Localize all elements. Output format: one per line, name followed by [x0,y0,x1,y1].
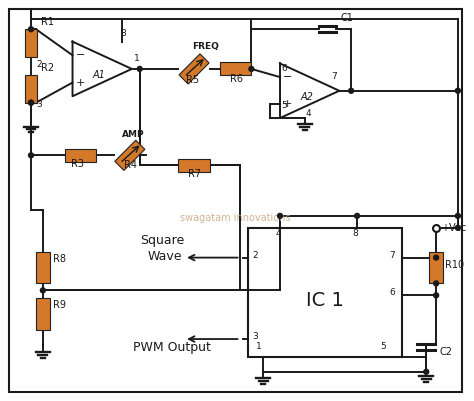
Text: R2: R2 [41,63,54,73]
Text: 4: 4 [306,109,311,118]
Text: R4: R4 [124,160,137,170]
Bar [115,140,145,170]
Circle shape [456,213,460,219]
Text: R8: R8 [53,253,66,263]
Text: 3: 3 [36,100,42,109]
Bar [64,149,96,162]
Text: −: − [76,50,85,60]
Circle shape [28,100,34,105]
Text: A1: A1 [93,70,106,80]
Circle shape [28,153,34,158]
Bar [179,54,209,84]
Text: 1: 1 [134,54,139,63]
Bar [36,298,50,330]
Text: 6: 6 [390,288,395,297]
Circle shape [249,67,254,71]
Text: 5: 5 [380,342,385,351]
Text: A2: A2 [300,92,313,102]
Text: −: − [283,72,292,82]
Text: 1: 1 [256,342,262,351]
Text: 2: 2 [252,251,258,259]
Text: R1: R1 [41,17,54,27]
Text: IC 1: IC 1 [306,291,344,310]
Circle shape [456,88,460,93]
Bar [220,63,251,75]
Bar [25,29,37,57]
Text: +: + [283,99,292,109]
Text: PWM Output: PWM Output [133,341,210,354]
Text: Square: Square [140,234,184,247]
Circle shape [40,288,46,293]
Circle shape [434,281,438,286]
Circle shape [278,213,283,219]
Text: R3: R3 [71,159,83,169]
Bar [248,228,401,357]
Text: C1: C1 [340,13,353,23]
Circle shape [355,213,360,219]
Circle shape [424,369,428,374]
Circle shape [434,255,438,260]
Text: 7: 7 [390,251,395,259]
Text: swagatam innovations: swagatam innovations [180,213,291,223]
Text: +: + [76,77,85,87]
Text: 4: 4 [276,229,282,238]
Text: Wave: Wave [147,249,182,263]
Bar [178,159,210,172]
Text: 5: 5 [281,101,287,110]
Bar [429,252,443,284]
Bar [36,252,50,284]
Text: R10: R10 [445,259,464,269]
Circle shape [28,27,34,32]
Text: FREQ: FREQ [192,42,219,51]
Text: 7: 7 [331,72,337,81]
Bar [25,75,37,103]
Text: R5: R5 [186,75,199,85]
Text: 2: 2 [36,60,42,69]
Circle shape [28,100,34,105]
Text: 6: 6 [281,64,287,73]
Text: R9: R9 [53,300,66,310]
Text: R6: R6 [229,74,243,84]
Text: +Vᴄᴄ: +Vᴄᴄ [441,223,466,233]
Text: R7: R7 [188,169,201,179]
Text: 8: 8 [120,28,126,38]
Text: 8: 8 [352,229,358,238]
Circle shape [456,225,460,230]
Circle shape [137,67,142,71]
Text: 3: 3 [252,332,258,341]
Text: C2: C2 [439,347,452,357]
Circle shape [434,293,438,298]
Text: AMP: AMP [122,130,145,140]
Circle shape [349,88,354,93]
